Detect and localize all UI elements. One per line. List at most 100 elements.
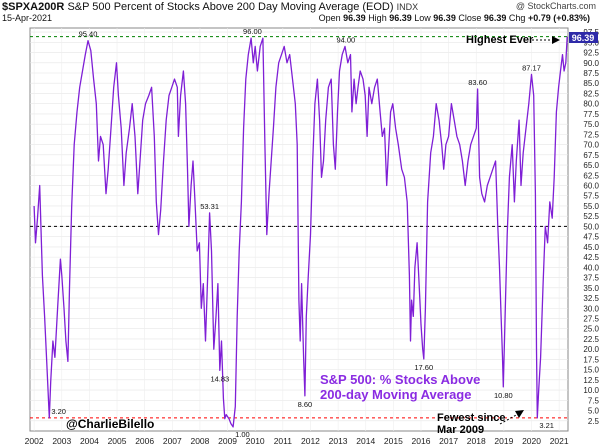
symbol-description: S&P 500 Percent of Stocks Above 200 Day … <box>67 1 394 13</box>
x-tick-label: 2007 <box>163 436 182 446</box>
annotations: Highest Ever Fewest since Mar 2009 S&P 5… <box>66 34 560 436</box>
y-tick-label: 87.5 <box>583 69 599 78</box>
y-tick-label: 60.0 <box>583 182 599 191</box>
point-label: 87.17 <box>522 63 541 72</box>
point-label: 10.80 <box>494 391 513 400</box>
x-tick-label: 2015 <box>384 436 403 446</box>
point-label: 96.00 <box>243 27 262 36</box>
x-tick-label: 2010 <box>246 436 265 446</box>
last-value-marker: 96.39 <box>569 32 598 43</box>
x-tick-label: 2004 <box>80 436 99 446</box>
x-tick-label: 2013 <box>329 436 348 446</box>
y-tick-label: 22.5 <box>583 335 599 344</box>
chg-value: +0.79 (+0.83%) <box>527 13 590 23</box>
point-label: 1.00 <box>235 430 250 439</box>
y-tick-label: 12.5 <box>583 376 599 385</box>
point-label: 8.60 <box>298 400 313 409</box>
point-label: 95.40 <box>79 30 98 39</box>
y-tick-label: 92.5 <box>583 49 599 58</box>
y-tick-label: 32.5 <box>583 294 599 303</box>
point-label: 94.00 <box>336 35 355 44</box>
y-tick-label: 52.5 <box>583 212 599 221</box>
x-tick-label: 2019 <box>494 436 513 446</box>
y-tick-label: 42.5 <box>583 253 599 262</box>
plot-frame <box>29 27 569 432</box>
y-tick-label: 62.5 <box>583 171 599 180</box>
y-tick-label: 67.5 <box>583 151 599 160</box>
symbol-line: $SPXA200R S&P 500 Percent of Stocks Abov… <box>2 1 418 13</box>
fewest-arrow-line <box>499 413 519 425</box>
symbol: $SPXA200R <box>2 1 65 13</box>
point-label: 3.21 <box>539 421 554 430</box>
quote-values: Open 96.39 High 96.39 Low 96.39 Close 96… <box>319 13 590 23</box>
y-tick-label: 10.0 <box>583 386 599 395</box>
x-tick-label: 2012 <box>301 436 320 446</box>
x-tick-label: 2020 <box>522 436 541 446</box>
x-tick-label: 2016 <box>412 436 431 446</box>
y-tick-label: 82.5 <box>583 89 599 98</box>
y-tick-label: 25.0 <box>583 325 599 334</box>
chart-title-line-1: S&P 500: % Stocks Above <box>320 372 480 387</box>
point-label: 17.60 <box>414 363 433 372</box>
x-tick-label: 2006 <box>135 436 154 446</box>
y-tick-label: 37.5 <box>583 274 599 283</box>
x-tick-label: 2021 <box>550 436 569 446</box>
y-tick-label: 65.0 <box>583 161 599 170</box>
x-tick-label: 2011 <box>274 436 293 446</box>
y-tick-label: 17.5 <box>583 355 599 364</box>
point-label: 14.83 <box>210 374 229 383</box>
x-tick-label: 2002 <box>25 436 44 446</box>
chart-title-line-2: 200-day Moving Average <box>320 387 471 402</box>
x-tick-label: 2018 <box>467 436 486 446</box>
y-tick-label: 15.0 <box>583 366 599 375</box>
x-axis-ticks: 2002 2003 2004 2005 2006 2007 2008 2009 2010 2011… <box>25 436 569 446</box>
open-label: Open <box>318 13 341 23</box>
x-tick-label: 2008 <box>190 436 209 446</box>
quote-date: 15-Apr-2021 <box>2 13 53 23</box>
stockcharts-brand: @ StockCharts.com <box>515 1 596 11</box>
y-tick-label: 45.0 <box>583 243 599 252</box>
y-tick-label: 47.5 <box>583 233 599 242</box>
y-tick-label: 20.0 <box>583 345 599 354</box>
highest-ever-label: Highest Ever <box>466 34 534 46</box>
y-tick-label: 85.0 <box>583 79 599 88</box>
close-value: 96.39 <box>483 13 507 23</box>
y-tick-label: 57.5 <box>583 192 599 201</box>
close-label: Close <box>458 13 482 23</box>
x-tick-label: 2003 <box>52 436 71 446</box>
point-label: 53.31 <box>200 202 219 211</box>
y-tick-label: 77.5 <box>583 110 599 119</box>
y-tick-label: 70.0 <box>583 141 599 150</box>
series-line <box>33 36 568 428</box>
y-tick-label: 90.0 <box>583 59 599 68</box>
exchange: INDX <box>396 2 419 12</box>
high-value: 96.39 <box>389 13 412 23</box>
y-tick-label: 5.0 <box>588 407 600 416</box>
y-tick-label: 50.0 <box>583 222 599 231</box>
last-value-box <box>569 32 598 43</box>
x-tick-label: 2017 <box>439 436 458 446</box>
fewest-since-label-1: Fewest since <box>437 412 505 424</box>
low-label: Low <box>414 13 431 23</box>
point-label: 3.20 <box>51 407 66 416</box>
x-tick-label: 2014 <box>356 436 375 446</box>
y-tick-label: 2.5 <box>588 417 600 426</box>
y-tick-label: 35.0 <box>583 284 599 293</box>
y-tick-label: 55.0 <box>583 202 599 211</box>
y-tick-label: 7.5 <box>588 396 600 405</box>
author-handle: @CharlieBilello <box>66 417 154 431</box>
fewest-since-label-2: Mar 2009 <box>437 424 484 436</box>
chg-label: Chg <box>508 13 526 23</box>
chart-header: $SPXA200R S&P 500 Percent of Stocks Abov… <box>0 0 600 26</box>
highest-arrow-head <box>552 36 560 44</box>
y-tick-label: 30.0 <box>583 304 599 313</box>
point-labels: 95.40 96.00 94.00 83.60 87.17 53.31 3.20 14.83 1… <box>51 27 554 439</box>
low-value: 96.39 <box>433 13 456 23</box>
y-tick-label: 27.5 <box>583 314 599 323</box>
y-tick-label: 75.0 <box>583 120 599 129</box>
point-label: 83.60 <box>468 78 487 87</box>
y-tick-label: 80.0 <box>583 100 599 109</box>
y-axis-ticks: 2.55.0 7.510.012.515.0 17.520.022.525.0 27.… <box>583 28 599 426</box>
x-tick-label: 2009 <box>218 436 237 446</box>
